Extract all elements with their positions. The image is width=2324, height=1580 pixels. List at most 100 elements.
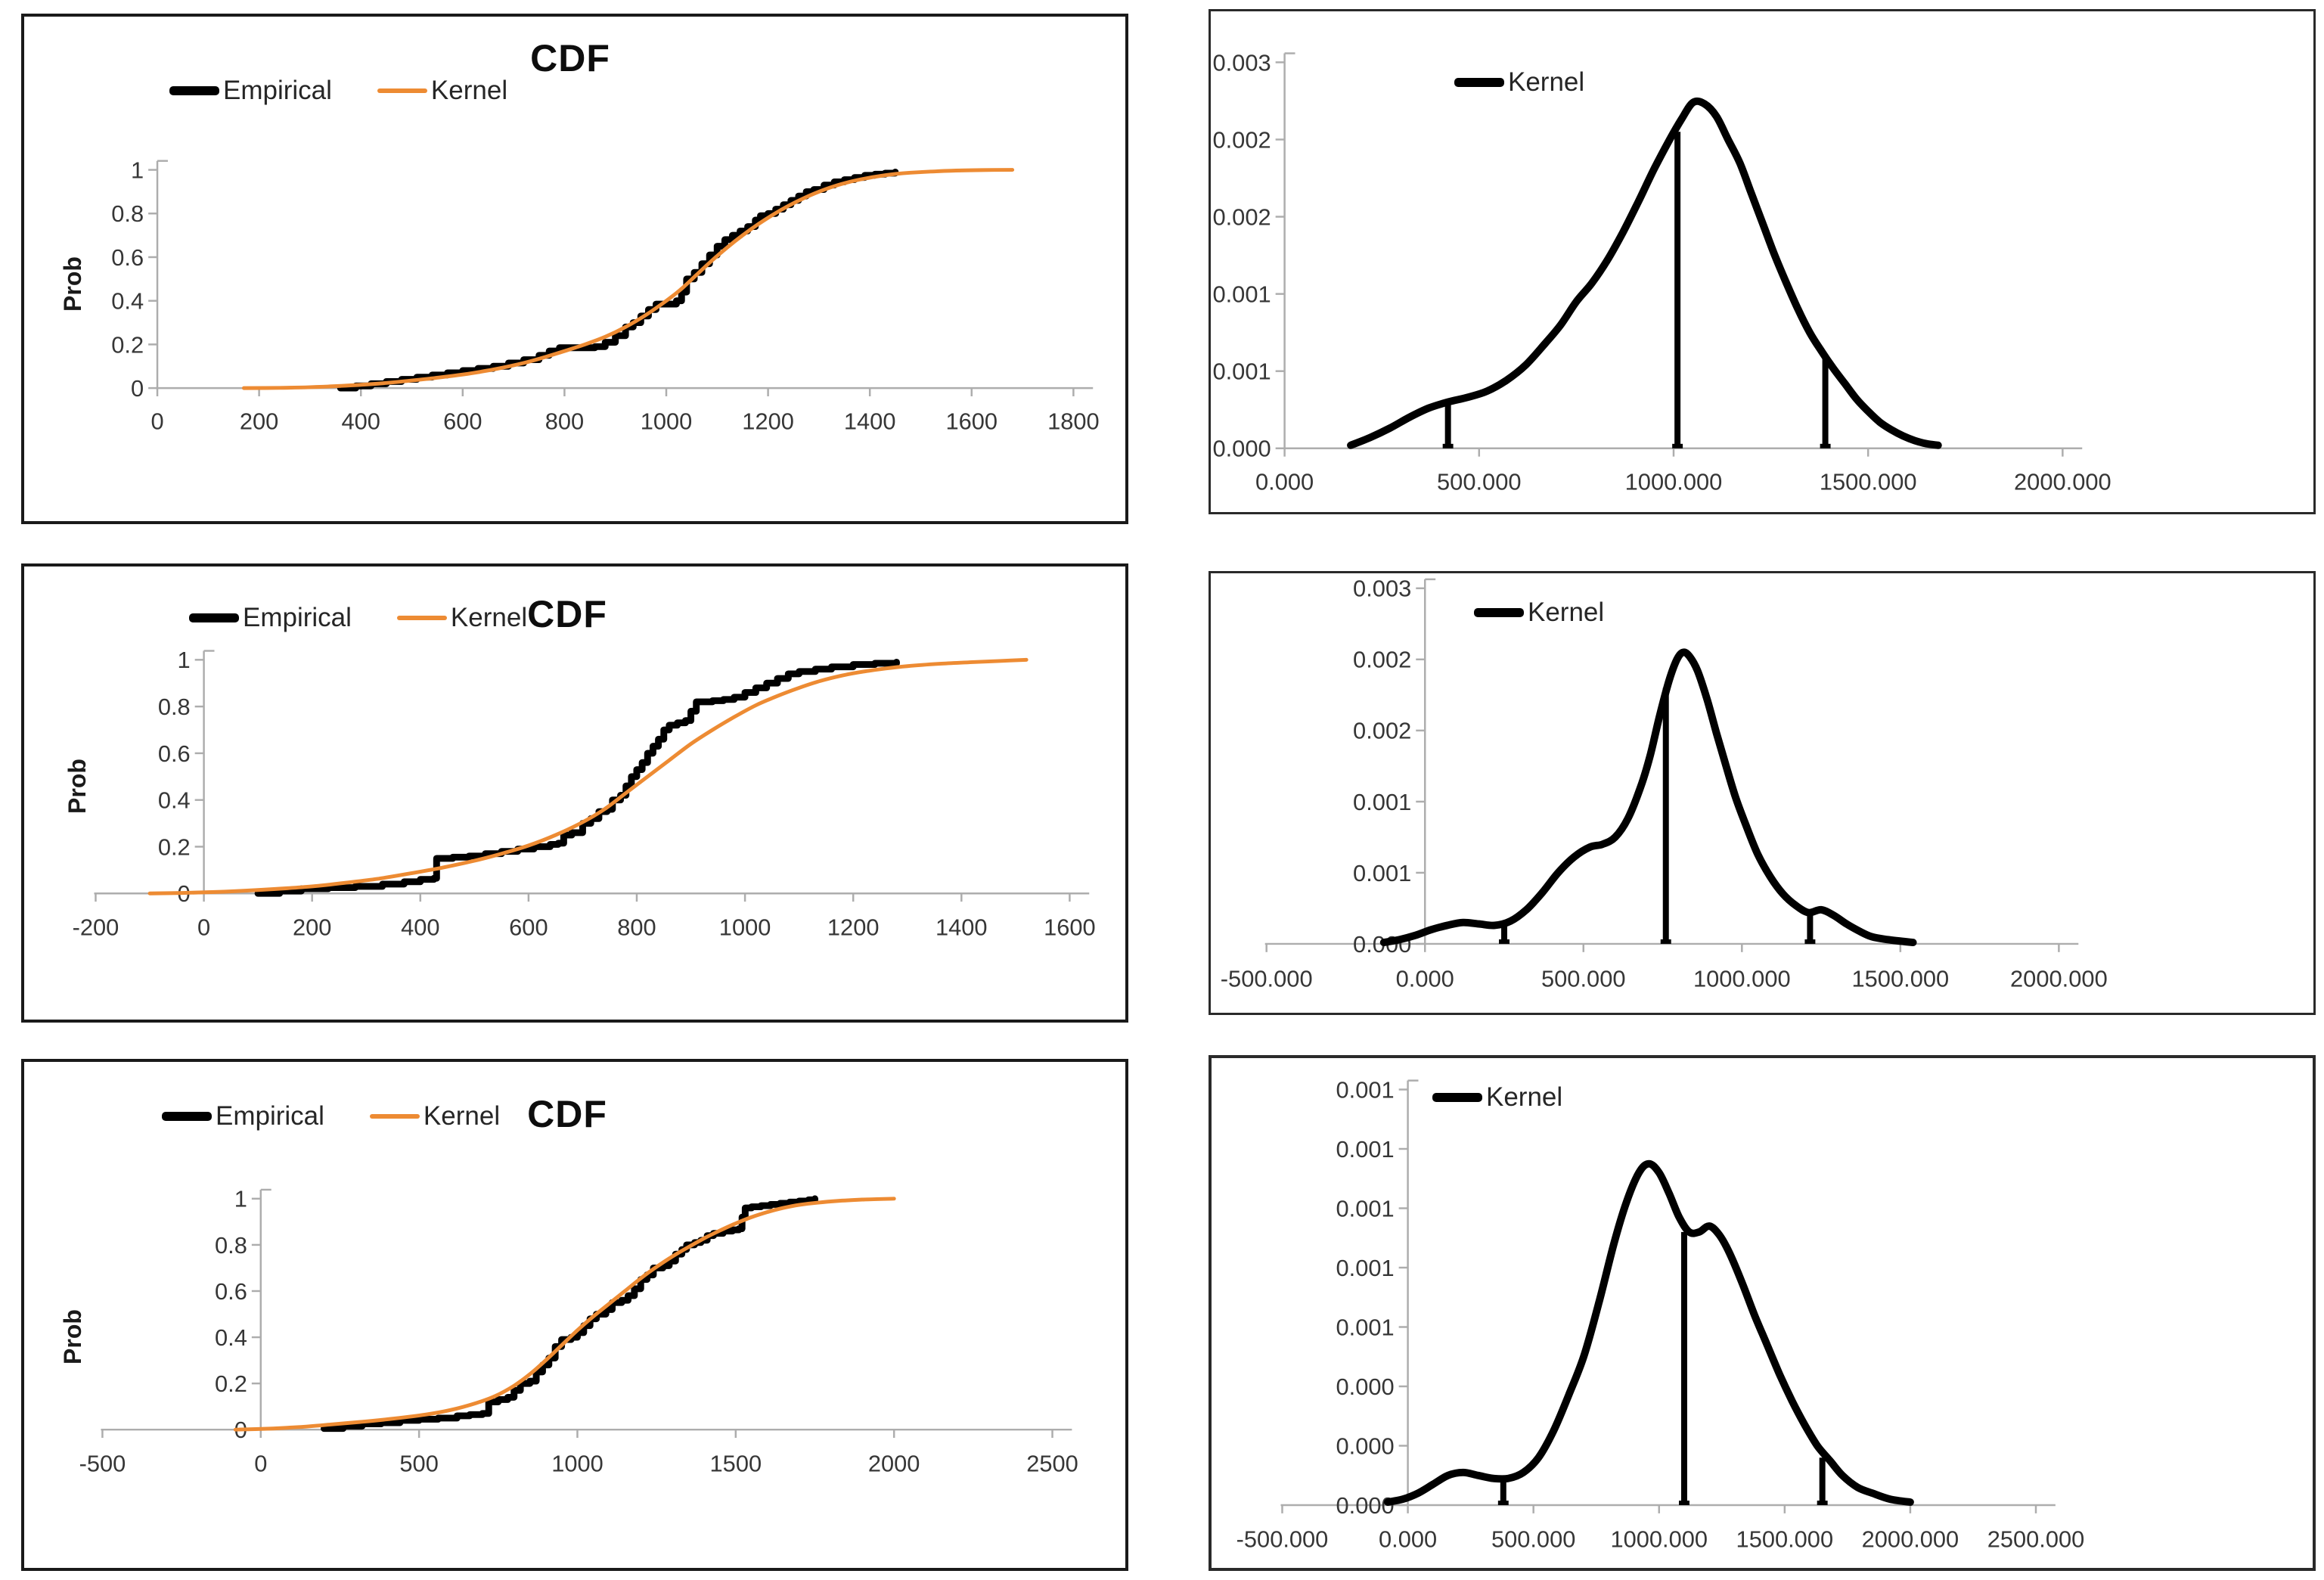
y-tick-label: 0.4: [158, 787, 191, 814]
legend-item-empirical: Empirical: [169, 76, 332, 106]
plot-area: -200 0 200 400 600 800 1000 1200 1400 1600 1 0.8 0.6…: [73, 647, 1096, 941]
y-tick-label: 0.001: [1336, 1076, 1395, 1103]
cdf-chart-middle-left: -200 0 200 400 600 800 1000 1200 1400 1600 1 0.8 0.6…: [21, 563, 1128, 1023]
x-tick-label: 600: [443, 408, 482, 435]
y-tick-label: 0.001: [1353, 860, 1411, 886]
x-tick-label: 200: [293, 914, 331, 941]
legend-item-kernel: Kernel: [369, 1101, 500, 1131]
kernel-density-chart-middle-right: -500.000 0.000 500.000 1000.000 1500.000 2000…: [1209, 571, 2316, 1015]
x-tick-label: 1200: [827, 914, 880, 941]
x-tick-label: 1000.000: [1693, 965, 1791, 992]
y-tick-label: 0.000: [1336, 1492, 1395, 1519]
x-tick-label: 500: [399, 1451, 438, 1477]
legend-item-kernel: Kernel: [1432, 1082, 1562, 1113]
x-tick-label: 1500: [710, 1451, 762, 1477]
kernel-curve: [1347, 97, 1942, 449]
kernel-line-swatch: [1432, 1093, 1482, 1102]
x-tick-label: -500.000: [1221, 965, 1313, 992]
x-tick-label: 1400: [935, 914, 988, 941]
legend: Empirical Kernel: [169, 76, 507, 106]
y-tick-label: 0.8: [215, 1232, 247, 1259]
x-tick-label: 500.000: [1491, 1526, 1575, 1552]
y-tick-label: 0.2: [111, 331, 144, 358]
kernel-line-swatch: [369, 1114, 420, 1119]
cdf-chart-top-left: 0 200 400 600 800 1000 1200 1400 1600 1800 1 0.8 0.6…: [21, 14, 1128, 524]
x-tick-label: 1500.000: [1851, 965, 1949, 992]
y-tick-label: 0.001: [1336, 1195, 1395, 1221]
x-tick-label: 200: [240, 408, 278, 435]
empirical-line-swatch: [162, 1112, 212, 1121]
y-tick-label: 0.000: [1336, 1433, 1395, 1459]
y-tick-label: 0.002: [1353, 647, 1411, 673]
x-tick-label: 1500.000: [1736, 1526, 1834, 1552]
x-tick-label: 0: [197, 914, 210, 941]
x-tick-label: 0.000: [1379, 1526, 1437, 1552]
legend-label: Empirical: [216, 1101, 324, 1131]
empirical-curve: [337, 168, 899, 392]
chart-title: CDF: [530, 37, 610, 79]
empirical-curve: [254, 658, 900, 897]
y-axis-label: Prob: [58, 1309, 86, 1364]
y-tick-label: 0.4: [215, 1324, 247, 1351]
x-tick-label: -200: [73, 914, 119, 941]
x-tick-label: 1000: [551, 1451, 603, 1477]
y-tick-label: 0.003: [1212, 49, 1271, 76]
kernel-curve: [233, 1197, 896, 1432]
x-tick-label: 1500.000: [1820, 468, 1917, 495]
x-tick-label: 2000.000: [2010, 965, 2108, 992]
x-tick-label: 1800: [1047, 408, 1100, 435]
legend-label: Empirical: [243, 603, 352, 632]
y-tick-label: 0.6: [111, 244, 144, 271]
kernel-density-chart-top-right: 0.000 500.000 1000.000 1500.000 2000.000 0.00…: [1209, 9, 2316, 514]
y-axis-label: Prob: [63, 759, 91, 814]
x-tick-label: 500.000: [1437, 468, 1522, 495]
y-tick-label: 0.003: [1353, 576, 1411, 602]
plot-area: -500.000 0.000 500.000 1000.000 1500.000 2000…: [1236, 1076, 2085, 1552]
y-axis-label: Prob: [58, 256, 86, 312]
empirical-line-swatch: [169, 86, 219, 95]
y-tick-label: 0.002: [1212, 204, 1271, 231]
x-tick-label: 1600: [946, 408, 998, 435]
kernel-line-swatch: [377, 88, 427, 93]
cdf-chart-bottom-left: -500 0 500 1000 1500 2000 2500 1 0.8 0.6 0.4 0.2 0 C…: [21, 1059, 1128, 1571]
legend-item-kernel: Kernel: [1474, 598, 1604, 628]
legend-label: Kernel: [1486, 1082, 1563, 1112]
y-tick-label: 0.6: [215, 1278, 247, 1305]
legend-item-kernel: Kernel: [377, 76, 507, 106]
y-tick-label: 0.001: [1353, 789, 1411, 815]
y-tick-label: 0: [131, 375, 144, 402]
x-tick-label: 1000: [641, 408, 693, 435]
y-tick-label: 0.001: [1212, 359, 1271, 385]
legend-label: Kernel: [1528, 598, 1605, 627]
y-tick-label: 0.001: [1336, 1314, 1395, 1340]
kernel-curve: [1384, 1159, 1914, 1507]
y-tick-label: 0.001: [1212, 281, 1271, 308]
y-tick-label: 0.000: [1336, 1374, 1395, 1400]
y-tick-label: 0.8: [158, 694, 191, 720]
x-tick-label: -500: [79, 1451, 126, 1477]
legend: Kernel: [1474, 598, 1604, 628]
legend-label: Kernel: [450, 603, 528, 632]
x-tick-label: 800: [545, 408, 584, 435]
legend: Empirical Kernel: [162, 1101, 500, 1131]
plot-area: 0.000 500.000 1000.000 1500.000 2000.000 0.00…: [1212, 49, 2111, 495]
y-tick-label: 0.001: [1336, 1136, 1395, 1162]
legend: Kernel: [1454, 67, 1584, 98]
y-tick-label: 1: [234, 1186, 247, 1212]
x-tick-label: 2000.000: [1862, 1526, 1959, 1552]
x-tick-label: 0.000: [1255, 468, 1314, 495]
x-tick-label: 0: [254, 1451, 267, 1477]
y-tick-label: 0.2: [158, 833, 191, 860]
x-tick-label: -500.000: [1236, 1526, 1329, 1552]
x-tick-label: 1000.000: [1610, 1526, 1708, 1552]
kernel-line-swatch: [1474, 608, 1524, 617]
legend-label: Empirical: [223, 76, 332, 105]
y-tick-label: 0.6: [158, 740, 191, 767]
y-tick-label: 0.000: [1212, 436, 1271, 462]
kernel-curve: [1379, 648, 1917, 947]
x-tick-label: 1000: [719, 914, 771, 941]
x-tick-label: 400: [401, 914, 439, 941]
legend-label: Kernel: [1508, 67, 1585, 97]
y-tick-label: 0.001: [1336, 1255, 1395, 1281]
